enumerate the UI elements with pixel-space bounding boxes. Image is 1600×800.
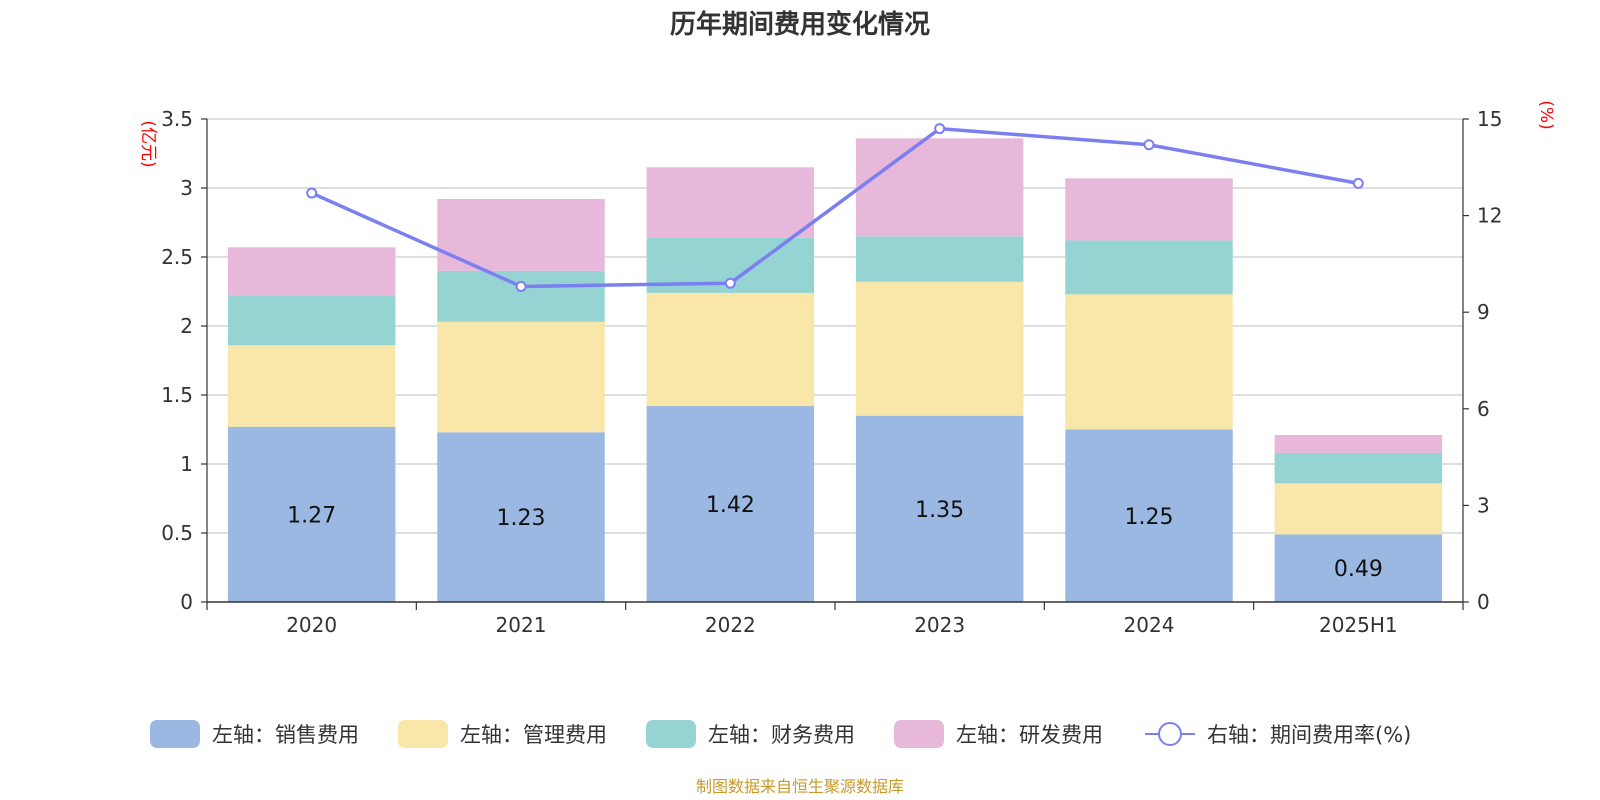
rate-line-point [515, 280, 527, 292]
bar-segment-4 [1065, 178, 1233, 241]
left-axis-tick-label: 1.5 [161, 383, 193, 407]
legend: 左轴：销售费用 左轴：管理费用 左轴：财务费用 左轴：研发费用 右轴：期间费用率(%) [150, 720, 1411, 748]
right-axis-tick-label: 3 [1477, 493, 1490, 517]
legend-label: 右轴：期间费用率(%) [1207, 723, 1411, 747]
bar-segment-1 [646, 406, 815, 602]
source-note: 制图数据来自恒生聚源数据库 [696, 777, 904, 796]
bar-segment-3 [855, 236, 1024, 282]
left-axis-tick-label: 3 [180, 176, 193, 200]
right-axis-tick-label: 6 [1477, 397, 1490, 421]
x-axis-tick-label: 2021 [496, 613, 547, 637]
right-axis-tick-label: 12 [1477, 204, 1502, 228]
bar-segment-4 [227, 247, 396, 296]
bar-segment-1 [227, 426, 396, 602]
bar-segment-1 [855, 415, 1024, 602]
legend-label: 左轴：研发费用 [956, 723, 1103, 747]
bar-segment-1 [1274, 534, 1443, 602]
axes: 0 0.5 1 1.5 2 2.5 3 3.5 0 3 6 9 12 15 2020 2021 2022 2023… [138, 100, 1556, 637]
left-axis-tick-label: 2 [180, 314, 193, 338]
rate-line-point [934, 123, 946, 135]
left-axis-tick-label: 3.5 [161, 107, 193, 131]
x-axis-tick-label: 2024 [1124, 613, 1175, 637]
line-series-group [306, 123, 1364, 292]
right-axis-tick-label: 9 [1477, 300, 1490, 324]
left-axis-tick-label: 0 [180, 590, 193, 614]
bar-data-label: 1.42 [706, 493, 755, 518]
bar-segment-2 [1274, 483, 1443, 535]
chart-title: 历年期间费用变化情况 [670, 9, 930, 40]
grid-lines [207, 118, 1463, 534]
x-axis-tick-label: 2020 [286, 613, 337, 637]
bar-segment-2 [227, 345, 396, 427]
bar-segment-2 [1065, 294, 1233, 430]
rate-line-point [724, 277, 736, 289]
legend-swatch [150, 720, 200, 748]
bar-segment-2 [855, 281, 1024, 416]
bar-segment-3 [227, 295, 396, 346]
bar-segment-4 [437, 199, 605, 271]
legend-swatch [894, 720, 944, 748]
right-axis-unit: (%) [1536, 100, 1556, 129]
legend-marker-swatch [1158, 722, 1182, 746]
rate-line-point [306, 187, 318, 199]
rate-line-point [1352, 177, 1364, 189]
legend-label: 左轴：财务费用 [708, 723, 855, 747]
bar-segment-3 [437, 270, 605, 322]
left-axis-tick-label: 2.5 [161, 245, 193, 269]
bar-data-label: 1.35 [915, 498, 964, 523]
bar-segment-2 [646, 292, 815, 407]
rate-line-point [1143, 139, 1155, 151]
x-axis-tick-label: 2025H1 [1319, 613, 1398, 637]
bar-segment-4 [855, 138, 1024, 237]
right-axis-tick-label: 15 [1477, 107, 1502, 131]
bar-segment-4 [646, 167, 815, 238]
rate-line [310, 126, 1359, 289]
legend-label: 左轴：销售费用 [212, 723, 359, 747]
bar-data-label: 1.27 [287, 503, 336, 528]
right-axis-tick-label: 0 [1477, 590, 1490, 614]
left-axis-tick-label: 1 [180, 452, 193, 476]
bar-segment-1 [1065, 429, 1233, 602]
bar-data-label: 1.25 [1125, 505, 1174, 530]
legend-swatch [398, 720, 448, 748]
left-axis-tick-label: 0.5 [161, 521, 193, 545]
bar-segment-1 [437, 432, 605, 602]
bar-segment-3 [1065, 240, 1233, 295]
bar-segment-3 [1274, 452, 1443, 484]
x-axis-tick-label: 2023 [914, 613, 965, 637]
bar-data-label: 1.23 [497, 506, 546, 531]
data-labels: 1.27 1.23 1.42 1.35 1.25 0.49 [287, 493, 1383, 582]
bar-segment-4 [1274, 435, 1443, 453]
legend-label: 左轴：管理费用 [460, 723, 607, 747]
x-axis-tick-label: 2022 [705, 613, 756, 637]
bar-segment-2 [437, 321, 605, 433]
legend-swatch [646, 720, 696, 748]
bar-data-label: 0.49 [1334, 557, 1383, 582]
left-axis-unit: (亿元) [138, 120, 158, 167]
